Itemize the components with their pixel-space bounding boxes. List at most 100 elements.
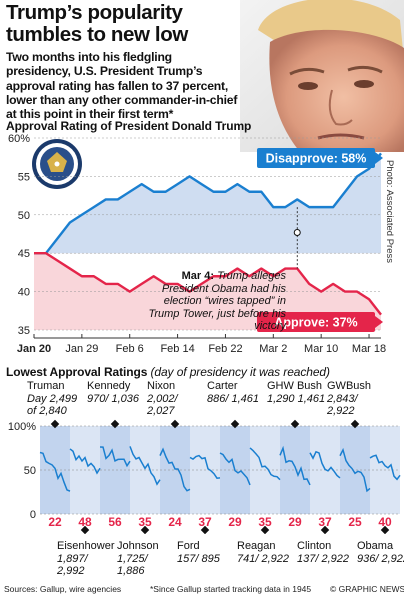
president-name: Truman (27, 380, 65, 392)
chart1-title: Approval Rating of President Donald Trum… (6, 119, 252, 133)
photo-credit: Photo: Associated Press (384, 160, 395, 263)
x-tick-label: Mar 10 (304, 343, 338, 355)
approval-series-line (309, 450, 341, 479)
president-marker (260, 525, 270, 534)
approve-label: Approve: 37% (274, 316, 357, 330)
x-tick-label: Mar 2 (259, 343, 287, 355)
x-tick-label: Mar 18 (352, 343, 386, 355)
x-tick-label: Feb 14 (160, 343, 194, 355)
president-name: Obama (357, 540, 394, 552)
y-tick-label: 100% (8, 421, 36, 433)
trump-photo (240, 0, 404, 152)
y-tick-label: 0 (30, 509, 36, 521)
president-label: Eisenhower 1,897/ 2,992 (57, 540, 117, 578)
approval-series-line (339, 447, 371, 493)
president-marker (170, 419, 180, 429)
president-marker (380, 525, 390, 534)
approve-label-box (257, 312, 375, 332)
president-day: 157/ 895 (177, 552, 220, 565)
approval-series-line (249, 447, 281, 481)
sources: Sources: Gallup, wire agencies (4, 584, 122, 594)
lowest-ratings-chart: 100% 50 0 22 48 56 35 24 37 29 35 29 37 25 40 (8, 419, 401, 534)
approval-series-line (159, 447, 191, 492)
president-name: Carter (207, 380, 238, 392)
president-name: Reagan (237, 540, 276, 552)
president-name: Kennedy (87, 380, 131, 392)
president-day: 936/ 2,922 (357, 552, 404, 565)
president-marker (50, 419, 60, 429)
approval-series-line (189, 454, 221, 480)
approval-series-line (129, 446, 161, 486)
president-day: 137/ 2,922 (297, 552, 349, 565)
lowest-value-label: 37 (198, 515, 212, 529)
president-marker (320, 525, 330, 534)
lowest-value-label: 29 (288, 515, 302, 529)
lowest-value-label: 40 (378, 515, 392, 529)
president-label: Ford 157/ 895 (177, 540, 237, 565)
annotation-point (293, 228, 301, 236)
president-name: GWBush (327, 380, 372, 392)
president-label: Reagan 741/ 2,922 (237, 540, 297, 565)
y-tick-label: 50 (24, 465, 36, 477)
y-tick-label: 40 (18, 287, 30, 299)
y-tick-label: 55 (18, 171, 30, 183)
disapprove-area (34, 153, 381, 254)
president-label: Clinton 137/ 2,922 (297, 540, 357, 565)
approval-series-line (219, 452, 251, 486)
president-label: Obama 936/ 2,922 (357, 540, 404, 565)
president-day: 741/ 2,922 (237, 552, 289, 565)
lowest-value-label: 35 (258, 515, 272, 529)
approve-label-pointer (375, 316, 383, 328)
president-name: Clinton (297, 540, 332, 552)
president-marker (230, 419, 240, 429)
lowest-value-label: 37 (318, 515, 332, 529)
disapprove-label-box (257, 148, 375, 168)
approval-line-chart: 60% 55 50 45 40 35 Jan 20 Jan 29 Feb 6 Feb 14 Feb … (8, 133, 386, 355)
president-day: 1,290 1,461 (267, 392, 326, 405)
president-day: 970/ 1,036 (87, 392, 139, 405)
x-tick-label: Jan 20 (17, 343, 51, 355)
president-name: Johnson (117, 540, 159, 552)
presidential-seal-icon (32, 139, 82, 189)
lowest-value-label: 24 (168, 515, 182, 529)
approval-series-line (369, 454, 401, 481)
y-tick-label: 60% (8, 133, 30, 145)
president-day: 2,002/ 2,027 (147, 392, 178, 418)
lowest-value-label: 35 (138, 515, 152, 529)
mar4-annotation: Mar 4: Trump alleges President Obama had… (148, 270, 286, 332)
x-tick-label: Jan 29 (65, 343, 98, 355)
lowest-value-label: 48 (78, 515, 92, 529)
president-name: GHW Bush (267, 380, 323, 392)
approve-line (34, 252, 382, 316)
president-day: 886/ 1,461 (207, 392, 259, 405)
disapprove-label: Disapprove: 58% (266, 152, 367, 166)
chart2-title: Lowest Approval Ratings (day of presiden… (6, 365, 330, 379)
president-label: Johnson 1,725/ 1,886 (117, 540, 177, 578)
president-label: Kennedy 970/ 1,036 (87, 380, 147, 405)
lowest-value-label: 22 (48, 515, 62, 529)
disapprove-line (34, 152, 382, 255)
x-tick-label: Feb 22 (208, 343, 242, 355)
president-marker (290, 419, 300, 429)
lowest-value-label: 25 (348, 515, 362, 529)
x-tick-label: Feb 6 (116, 343, 144, 355)
headline: Trump’s popularity tumbles to new low (6, 1, 188, 46)
y-tick-label: 35 (18, 325, 30, 337)
approval-series-line (99, 446, 131, 468)
president-day: 1,897/ 2,992 (57, 552, 88, 578)
president-name: Nixon (147, 380, 176, 392)
president-name: Ford (177, 540, 200, 552)
president-day: 2,843/ 2,922 (327, 392, 358, 418)
president-label: Carter 886/ 1,461 (207, 380, 267, 405)
lowest-value-label: 56 (108, 515, 122, 529)
y-tick-label: 45 (18, 248, 30, 260)
lowest-value-label: 29 (228, 515, 242, 529)
president-marker (350, 419, 360, 429)
president-marker (110, 419, 120, 429)
y-tick-label: 50 (18, 210, 30, 222)
copyright: © GRAPHIC NEWS (330, 584, 404, 594)
president-day: Day 2,499 of 2,840 (27, 392, 78, 418)
footnote: *Since Gallup started tracking data in 1… (150, 584, 312, 594)
approval-series-line (39, 451, 71, 492)
